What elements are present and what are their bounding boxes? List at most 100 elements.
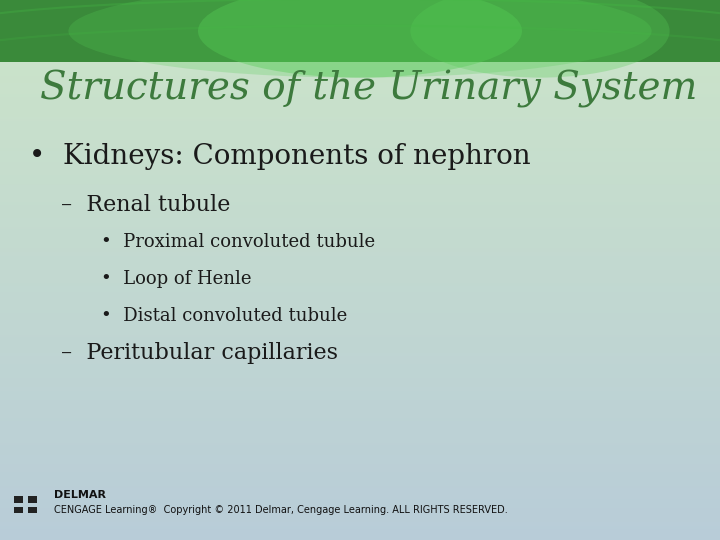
Bar [0, 189, 720, 191]
Bar [0, 351, 720, 353]
Bar [0, 407, 720, 409]
Bar [0, 288, 720, 290]
Bar [0, 45, 720, 47]
Bar [0, 43, 720, 45]
Bar [0, 112, 720, 113]
Bar [0, 142, 720, 144]
Text: –  Peritubular capillaries: – Peritubular capillaries [61, 342, 338, 365]
Bar [0, 32, 720, 34]
Bar [0, 277, 720, 279]
Bar [0, 66, 720, 69]
Bar [0, 247, 720, 248]
Bar [0, 252, 720, 254]
Bar [0, 349, 720, 351]
Bar [0, 173, 720, 174]
Bar [0, 243, 720, 245]
Bar [0, 85, 720, 86]
Bar [0, 335, 720, 336]
Bar [0, 59, 720, 61]
Bar [0, 93, 720, 96]
Bar [0, 486, 720, 488]
Bar [0, 63, 720, 65]
Bar [14, 496, 23, 503]
Bar [0, 15, 720, 16]
Bar [0, 322, 720, 324]
Bar [0, 255, 720, 258]
Bar [0, 342, 720, 344]
Bar [0, 74, 720, 76]
Bar [0, 299, 720, 301]
Bar [0, 444, 720, 447]
Bar [0, 452, 720, 454]
Bar [0, 250, 720, 252]
Bar [0, 501, 720, 502]
Bar [0, 2, 720, 4]
Bar [0, 130, 720, 131]
Bar [0, 390, 720, 393]
Bar [0, 79, 720, 81]
Bar [0, 9, 720, 11]
Bar [0, 16, 720, 18]
Bar [0, 77, 720, 79]
Bar [0, 76, 720, 77]
Bar [0, 65, 720, 66]
Bar [0, 394, 720, 396]
Bar [0, 412, 720, 414]
Bar [0, 191, 720, 193]
Bar [0, 339, 720, 340]
Bar [0, 457, 720, 459]
Bar [0, 319, 720, 320]
Bar [0, 49, 720, 50]
Bar [0, 184, 720, 185]
Bar [0, 106, 720, 108]
Bar [0, 31, 720, 32]
Bar [0, 72, 720, 74]
Bar [0, 528, 720, 529]
Bar [0, 498, 720, 501]
Bar [0, 346, 720, 347]
Bar [0, 272, 720, 274]
Bar [0, 86, 720, 88]
Bar [0, 282, 720, 285]
Bar [0, 150, 720, 151]
Bar [0, 329, 720, 331]
Bar [0, 198, 720, 200]
Bar [0, 475, 720, 477]
Bar [28, 507, 37, 513]
Bar [0, 239, 720, 241]
Bar [0, 34, 720, 36]
Bar [0, 333, 720, 335]
Bar [0, 228, 720, 231]
Bar [0, 236, 720, 238]
Bar [0, 454, 720, 455]
Bar [0, 160, 720, 162]
Bar [0, 290, 720, 292]
Bar [0, 389, 720, 390]
Ellipse shape [198, 0, 522, 78]
Bar [0, 455, 720, 457]
Bar [0, 54, 720, 56]
Bar [0, 373, 720, 374]
Bar [0, 320, 720, 322]
Bar [0, 447, 720, 448]
Bar [0, 274, 720, 275]
Bar [0, 139, 720, 140]
Bar [0, 221, 720, 223]
Bar [0, 531, 720, 533]
Bar [0, 421, 720, 423]
Bar [0, 259, 720, 261]
Bar [0, 331, 720, 333]
Bar [0, 7, 720, 9]
Bar [0, 441, 720, 443]
Bar [0, 477, 720, 479]
Bar [0, 205, 720, 207]
Text: •  Kidneys: Components of nephron: • Kidneys: Components of nephron [29, 143, 531, 170]
Bar [0, 209, 720, 211]
Bar [0, 56, 720, 58]
Bar [0, 464, 720, 466]
Bar [0, 518, 720, 520]
Bar [0, 353, 720, 355]
Bar [0, 360, 720, 362]
Bar [0, 493, 720, 495]
Bar [0, 479, 720, 481]
